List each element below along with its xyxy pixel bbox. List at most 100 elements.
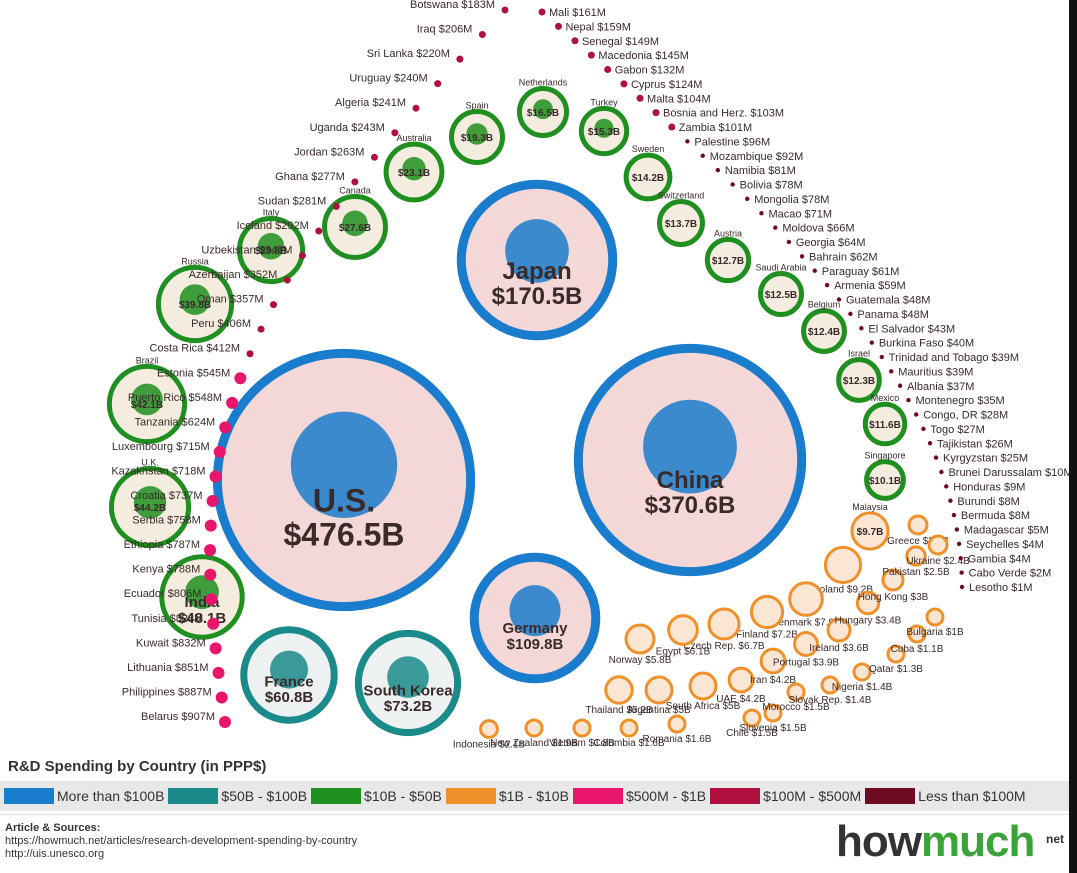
dot-marker [554, 22, 562, 30]
bubble-brazil: $42.1B Brazil [106, 355, 188, 445]
dot-marker [434, 80, 442, 88]
bubble-name-label: Pakistan $2.5B [882, 567, 950, 578]
bubble-name-label: Argentina $5B [627, 705, 691, 716]
legend-swatch [311, 788, 362, 804]
legend-swatch [710, 788, 761, 804]
dot-marker [209, 470, 222, 483]
country-shape-icon [290, 411, 398, 518]
dot-marker [836, 297, 842, 302]
bubble-poland: Poland $9.2B [813, 545, 873, 596]
bubble-name-label: New Zealand $1.9B [490, 738, 578, 749]
bubble-bulgaria: Bulgaria $1B [906, 607, 964, 638]
dot-cyprus: Cyprus $124M [620, 79, 702, 91]
dot-marker [956, 541, 962, 547]
dot-cabo-verde: Cabo Verde $2M [959, 568, 1051, 580]
dot-label: Kazakhstan $718M [111, 465, 205, 477]
dot-label: Macao $71M [768, 208, 832, 220]
bubble-circle [855, 590, 881, 616]
dot-label: Mali $161M [549, 7, 606, 19]
dot-marker [620, 80, 628, 88]
dot-marker [283, 276, 291, 284]
dot-marker [948, 498, 953, 503]
dot-marker [226, 396, 239, 409]
source-article-link[interactable]: https://howmuch.net/articles/research-de… [5, 835, 358, 847]
bubble-name-label: Belgium [808, 300, 841, 310]
bubble-circle [864, 459, 906, 501]
dot-label: Croatia $737M [130, 490, 202, 502]
dot-togo: Togo $27M [921, 424, 985, 436]
country-shape-icon [133, 486, 167, 519]
legend-swatch [168, 788, 219, 804]
window-edge [1069, 0, 1077, 873]
dot-puerto-rico: Puerto Rico $548M [128, 392, 239, 409]
bubble-slovak-rep: Slovak Rep. $1.4B [789, 675, 872, 706]
bubble-malaysia: $9.7B Malaysia [850, 502, 890, 551]
legend-label: Less than $100M [918, 788, 1026, 804]
dot-marker [927, 441, 933, 446]
bubble-name-label: Iran $4.2B [750, 675, 796, 686]
dot-marker [636, 94, 644, 102]
brand-logo: howmuch [836, 817, 1035, 867]
dot-label: Panama $48M [857, 309, 929, 321]
dot-marker [604, 66, 612, 73]
bubble-circle [852, 662, 872, 682]
dot-azerbaijan: Azerbaijan $352M [189, 269, 291, 284]
bubble-finland: Finland $7.2B [736, 594, 798, 641]
bubble-italy: $29.6B Italy [236, 207, 306, 285]
dot-marker [332, 202, 340, 210]
dot-lithuania: Lithuania $851M [127, 662, 225, 679]
source-unesco-link[interactable]: http://uis.unesco.org [5, 848, 105, 860]
bubble-nigeria: Nigeria $1.4B [832, 662, 893, 693]
bubble-value-label: $14.2B [632, 173, 664, 184]
bubble-name-label: Finland $7.2B [736, 630, 798, 641]
dot-marker [668, 123, 676, 131]
dot-estonia: Estonia $545M [157, 367, 247, 385]
dot-belarus: Belarus $907M [141, 711, 231, 728]
bubble-circle [667, 614, 699, 646]
dot-guatemala: Guatemala $48M [836, 295, 930, 307]
brand-suffix: net [1046, 832, 1064, 846]
legend-item: $100M - $500M [710, 788, 861, 804]
bubble-circle [727, 666, 755, 694]
bubble-name-label: Switzerland [658, 191, 705, 201]
bubble-name-label: Qatar $1.3B [869, 664, 923, 675]
dot-label: Cabo Verde $2M [969, 568, 1052, 580]
bubble-circle [667, 714, 687, 734]
country-shape-icon [402, 156, 426, 181]
bubble-circle [619, 718, 639, 738]
dot-zambia: Zambia $101M [668, 122, 752, 134]
bubble-name-label: Romania $1.6B [643, 734, 712, 745]
dot-trinidad-and-tobago: Trinidad and Tobago $39M [879, 352, 1019, 364]
dot-label: Costa Rica $412M [150, 343, 241, 355]
dot-macedonia: Macedonia $145M [587, 50, 689, 62]
dot-tunisia: Tunisia $828M [131, 613, 220, 630]
country-shape-icon [594, 118, 614, 138]
bubble-name-label: Italy [263, 207, 280, 217]
bubble-name-label: South Africa $5B [666, 701, 741, 712]
dot-label: Belarus $907M [141, 711, 215, 723]
bubble-qatar: Qatar $1.3B [869, 644, 923, 675]
dot-ecuador: Ecuador $806M [124, 588, 218, 606]
dot-marker [478, 31, 486, 39]
dot-label: Zambia $101M [679, 122, 752, 134]
dot-marker [906, 397, 911, 403]
dot-ghana: Ghana $277M [275, 171, 359, 186]
bubble-value-label: $60.8B [265, 689, 314, 706]
bubble-name-label: Vietnam $1.8B [549, 738, 615, 749]
dot-marker [204, 519, 217, 532]
dot-palestine: Palestine $96M [685, 136, 770, 148]
dot-label: Bolivia $78M [740, 180, 803, 192]
bubble-israel: $12.3B Israel [836, 349, 882, 403]
dot-el-salvador: El Salvador $43M [859, 323, 955, 335]
dot-marker [351, 178, 359, 186]
dot-label: Brunei Darussalam $10M [948, 467, 1072, 479]
dot-label: Sudan $281M [258, 195, 327, 207]
bubble-name-label: Saudi Arabia [755, 262, 806, 272]
dot-montenegro: Montenegro $35M [906, 395, 1005, 407]
bubble-circle [905, 545, 927, 567]
bubble-chile: Chile $1.5B [726, 708, 778, 739]
dot-label: Mongolia $78M [754, 194, 829, 206]
dot-label: Lithuania $851M [127, 662, 208, 674]
country-shape-icon [270, 650, 308, 689]
bubble-thailand: Thailand $5.2B [585, 675, 653, 716]
